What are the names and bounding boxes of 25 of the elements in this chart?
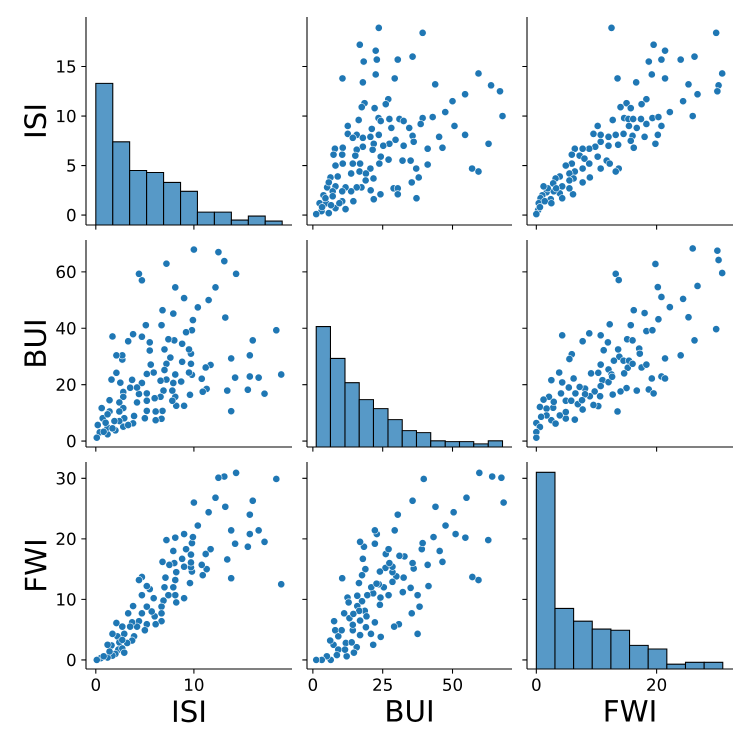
x-tick-label: 20 (647, 678, 666, 691)
y-tick-label: 40 (56, 322, 76, 335)
y-tick-label: 10 (57, 110, 76, 122)
y-axis-title: FWI (24, 541, 46, 590)
y-tick-label: 0 (67, 434, 76, 448)
x-tick-label: 50 (443, 678, 462, 691)
y-tick-label: 5 (67, 159, 76, 172)
y-tick-label: 30 (56, 472, 76, 485)
y-axis-title: ISI (24, 106, 46, 136)
y-tick-label: 10 (57, 593, 76, 606)
y-axis-title: BUI (24, 321, 46, 366)
x-axis-title: FWI (606, 700, 654, 722)
y-tick-label: 15 (57, 60, 76, 73)
y-tick-label: 60 (56, 266, 76, 278)
y-tick-label: 20 (56, 532, 76, 546)
x-tick-label: 0 (308, 678, 318, 691)
y-tick-label: 0 (67, 208, 76, 222)
x-tick-label: 0 (532, 678, 541, 691)
x-tick-label: 10 (185, 678, 204, 691)
x-axis-title: BUI (387, 700, 432, 722)
x-tick-label: 25 (373, 678, 392, 691)
x-tick-label: 0 (92, 678, 100, 691)
x-axis-title: ISI (174, 700, 204, 722)
y-tick-label: 0 (67, 654, 76, 666)
y-tick-label: 20 (56, 378, 76, 391)
